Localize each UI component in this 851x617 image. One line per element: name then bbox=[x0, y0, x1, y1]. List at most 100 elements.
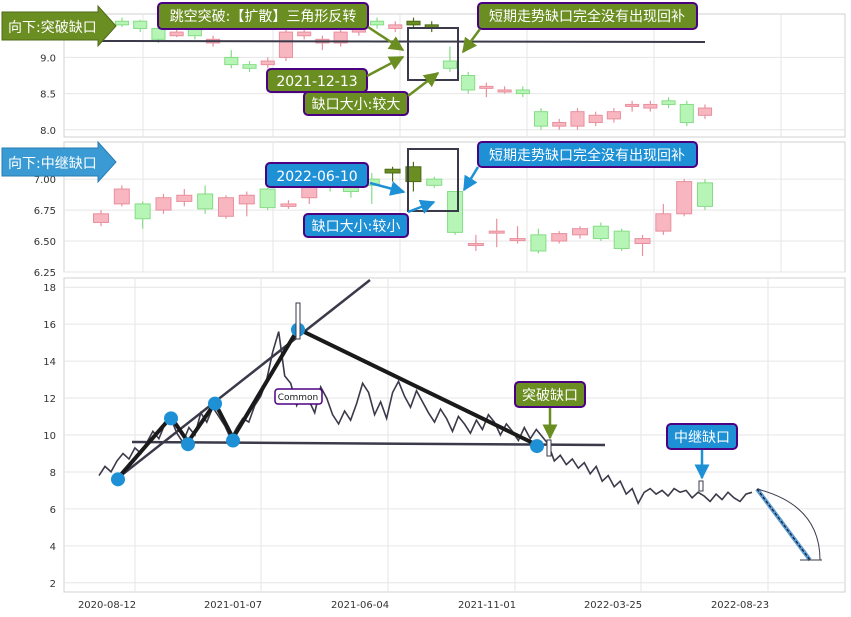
y-tick-label: 8.0 bbox=[40, 126, 56, 137]
arrow-date bbox=[366, 55, 405, 78]
candle-body bbox=[370, 20, 385, 26]
bottom-x-ticks: 2020-08-12 2021-01-07 2021-06-04 2021-11-01… bbox=[78, 600, 769, 611]
y-tick-label: 6.50 bbox=[34, 237, 56, 248]
candle-body bbox=[533, 111, 549, 127]
candle-body bbox=[515, 89, 530, 95]
candle-body bbox=[606, 111, 621, 120]
candle-body bbox=[333, 31, 348, 44]
y-tick-label: 8 bbox=[50, 468, 56, 479]
candle-body bbox=[551, 233, 568, 242]
runaway-gap-label: 中继缺口 bbox=[666, 423, 738, 450]
middle-banner: 向下:中继缺口 bbox=[1, 140, 117, 184]
runaway-gap-marker bbox=[698, 480, 704, 492]
y-tick-label: 16 bbox=[43, 320, 56, 331]
x-tick-label: 2022-08-23 bbox=[711, 600, 769, 611]
top-banner-text: 向下:突破缺口 bbox=[8, 20, 97, 36]
top-annotation-pattern: 跳空突破:【扩散】三角形反转 bbox=[157, 2, 369, 30]
top-annotation-size-text: 缺口大小:较大 bbox=[312, 97, 401, 113]
candle-body bbox=[570, 111, 585, 127]
candle-body bbox=[497, 89, 512, 93]
pivot-marker bbox=[111, 472, 125, 487]
arrow-pattern bbox=[367, 25, 405, 52]
top-resistance-line bbox=[99, 40, 706, 43]
x-tick-label: 2021-11-01 bbox=[458, 600, 516, 611]
x-tick-label: 2021-01-07 bbox=[204, 600, 262, 611]
y-tick-label: 18 bbox=[43, 283, 56, 294]
y-tick-label: 7.00 bbox=[34, 175, 56, 186]
x-tick-label: 2021-06-04 bbox=[331, 600, 389, 611]
middle-annotation-date-text: 2022-06-10 bbox=[276, 169, 357, 185]
candle-body bbox=[155, 197, 172, 211]
breakaway-gap-label: 突破缺口 bbox=[514, 381, 586, 408]
candle-body bbox=[113, 188, 130, 205]
candle-body bbox=[238, 194, 255, 205]
top-candle-panel: 8.0 8.5 9.0 bbox=[40, 13, 846, 138]
y-tick-label: 2 bbox=[50, 579, 56, 590]
top-y-ticks: 8.0 8.5 9.0 bbox=[40, 53, 56, 136]
y-tick-label: 6.25 bbox=[34, 268, 56, 279]
candle-body bbox=[217, 197, 234, 217]
candle-body bbox=[697, 182, 713, 207]
candle-body bbox=[467, 243, 484, 247]
candle-body bbox=[592, 225, 609, 240]
top-annotation-fill: 短期走势缺口完全没有出现回补 bbox=[477, 2, 698, 30]
candle-body bbox=[634, 238, 651, 245]
candle-body bbox=[661, 100, 676, 105]
candle-body bbox=[461, 75, 476, 91]
breakaway-gap-label-text: 突破缺口 bbox=[522, 388, 578, 404]
breakaway-gap-marker bbox=[546, 439, 552, 457]
middle-annotation-size: 缺口大小:较小 bbox=[303, 213, 409, 238]
candle-body bbox=[552, 122, 567, 127]
pivot-marker bbox=[530, 439, 544, 454]
bottom-y-ticks: 2 4 6 8 10 12 14 16 18 bbox=[43, 283, 56, 590]
candle-body bbox=[169, 31, 184, 37]
y-tick-label: 6.75 bbox=[34, 206, 56, 217]
candle-body bbox=[406, 20, 421, 26]
common-gap-marker bbox=[295, 302, 301, 340]
candle-body bbox=[509, 238, 526, 242]
candle-body bbox=[93, 213, 109, 223]
y-tick-label: 8.5 bbox=[40, 90, 56, 101]
candle-body bbox=[151, 27, 166, 40]
candle-body bbox=[442, 60, 457, 69]
arrow-mid-size bbox=[407, 199, 436, 214]
candle-body bbox=[242, 64, 257, 69]
projection-arc bbox=[756, 488, 821, 561]
y-tick-label: 14 bbox=[43, 357, 56, 368]
candle-body bbox=[388, 24, 403, 29]
top-banner: 向下:突破缺口 bbox=[1, 4, 117, 48]
candle-body bbox=[297, 31, 312, 37]
candle-body bbox=[613, 230, 630, 249]
x-tick-label: 2020-08-12 bbox=[78, 600, 136, 611]
price-line bbox=[98, 331, 753, 506]
y-tick-label: 4 bbox=[50, 542, 56, 553]
x-tick-label: 2022-03-25 bbox=[584, 600, 642, 611]
middle-annotation-size-text: 缺口大小:较小 bbox=[312, 219, 401, 235]
candle-body bbox=[259, 188, 276, 209]
candle-body bbox=[133, 20, 148, 29]
middle-candle-panel: 6.25 6.50 6.75 7.00 bbox=[34, 141, 846, 279]
candle-body bbox=[114, 20, 130, 26]
candle-body bbox=[134, 203, 151, 220]
y-tick-label: 6 bbox=[50, 505, 56, 516]
arrow-fill-mid bbox=[462, 166, 480, 192]
projection-line bbox=[755, 487, 812, 562]
candle-body bbox=[588, 114, 603, 124]
pivot-marker bbox=[208, 396, 222, 411]
candle-body bbox=[679, 103, 694, 124]
pivot-marker bbox=[181, 437, 195, 452]
top-annotation-fill-text: 短期走势缺口完全没有出现回补 bbox=[489, 8, 685, 25]
runaway-gap-label-text: 中继缺口 bbox=[674, 430, 730, 446]
candle-body bbox=[405, 166, 422, 183]
candle-body bbox=[384, 168, 401, 174]
top-annotation-date: 2021-12-13 bbox=[266, 68, 368, 93]
candle-body bbox=[278, 31, 294, 58]
candle-body bbox=[479, 85, 494, 89]
top-annotation-pattern-text: 跳空突破:【扩散】三角形反转 bbox=[170, 9, 357, 25]
top-grid bbox=[64, 14, 845, 137]
candle-body bbox=[426, 178, 443, 186]
candle-body bbox=[176, 194, 193, 202]
middle-y-ticks: 6.25 6.50 6.75 7.00 bbox=[34, 175, 56, 279]
candle-body bbox=[260, 60, 275, 66]
